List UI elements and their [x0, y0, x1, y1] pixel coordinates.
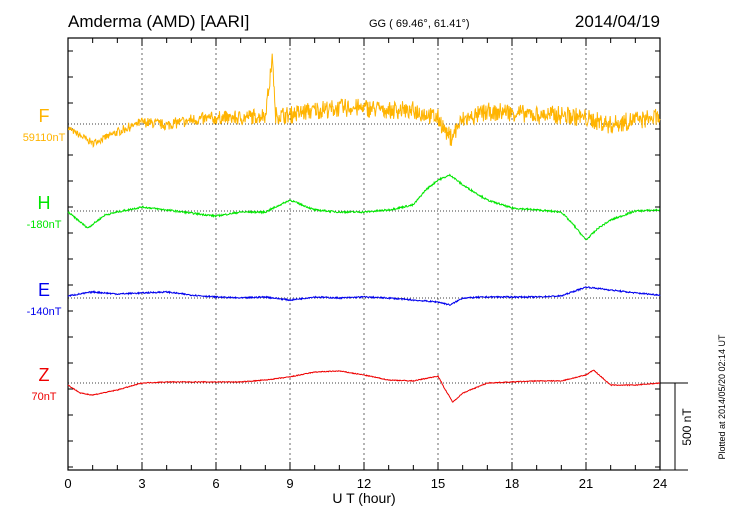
x-tick-label: 12 — [357, 476, 371, 491]
series-line-H — [67, 173, 661, 241]
x-tick-label: 9 — [286, 476, 293, 491]
date: 2014/04/19 — [575, 12, 660, 31]
x-axis-label: U T (hour) — [332, 490, 395, 506]
plot-frame — [67, 37, 661, 471]
x-tick-label: 15 — [431, 476, 445, 491]
baseline-value-E: -140nT — [27, 306, 62, 318]
x-tick-label: 24 — [653, 476, 667, 491]
x-tick-label: 6 — [212, 476, 219, 491]
scale-label: 500 nT — [680, 408, 694, 446]
series-name-E: E — [38, 280, 50, 300]
x-tick-label: 18 — [505, 476, 519, 491]
series-name-H: H — [38, 193, 51, 213]
x-tick-label: 3 — [138, 476, 145, 491]
series-line-Z — [67, 369, 660, 403]
x-tick-label: 21 — [579, 476, 593, 491]
baseline-value-H: -180nT — [27, 219, 62, 231]
plotted-at: Plotted at 2014/05/20 02:14 UT — [717, 334, 727, 460]
coordinates: GG ( 69.46°, 61.41°) — [369, 18, 470, 30]
series-line-E — [67, 286, 661, 306]
baseline-value-F: 59110nT — [23, 132, 66, 144]
series-name-Z: Z — [39, 365, 50, 385]
series-line-F — [68, 53, 661, 148]
series-name-F: F — [39, 106, 50, 126]
x-tick-label: 0 — [64, 476, 71, 491]
baseline-value-Z: 70nT — [31, 391, 56, 403]
chart-title: Amderma (AMD) [AARI] — [68, 12, 249, 31]
